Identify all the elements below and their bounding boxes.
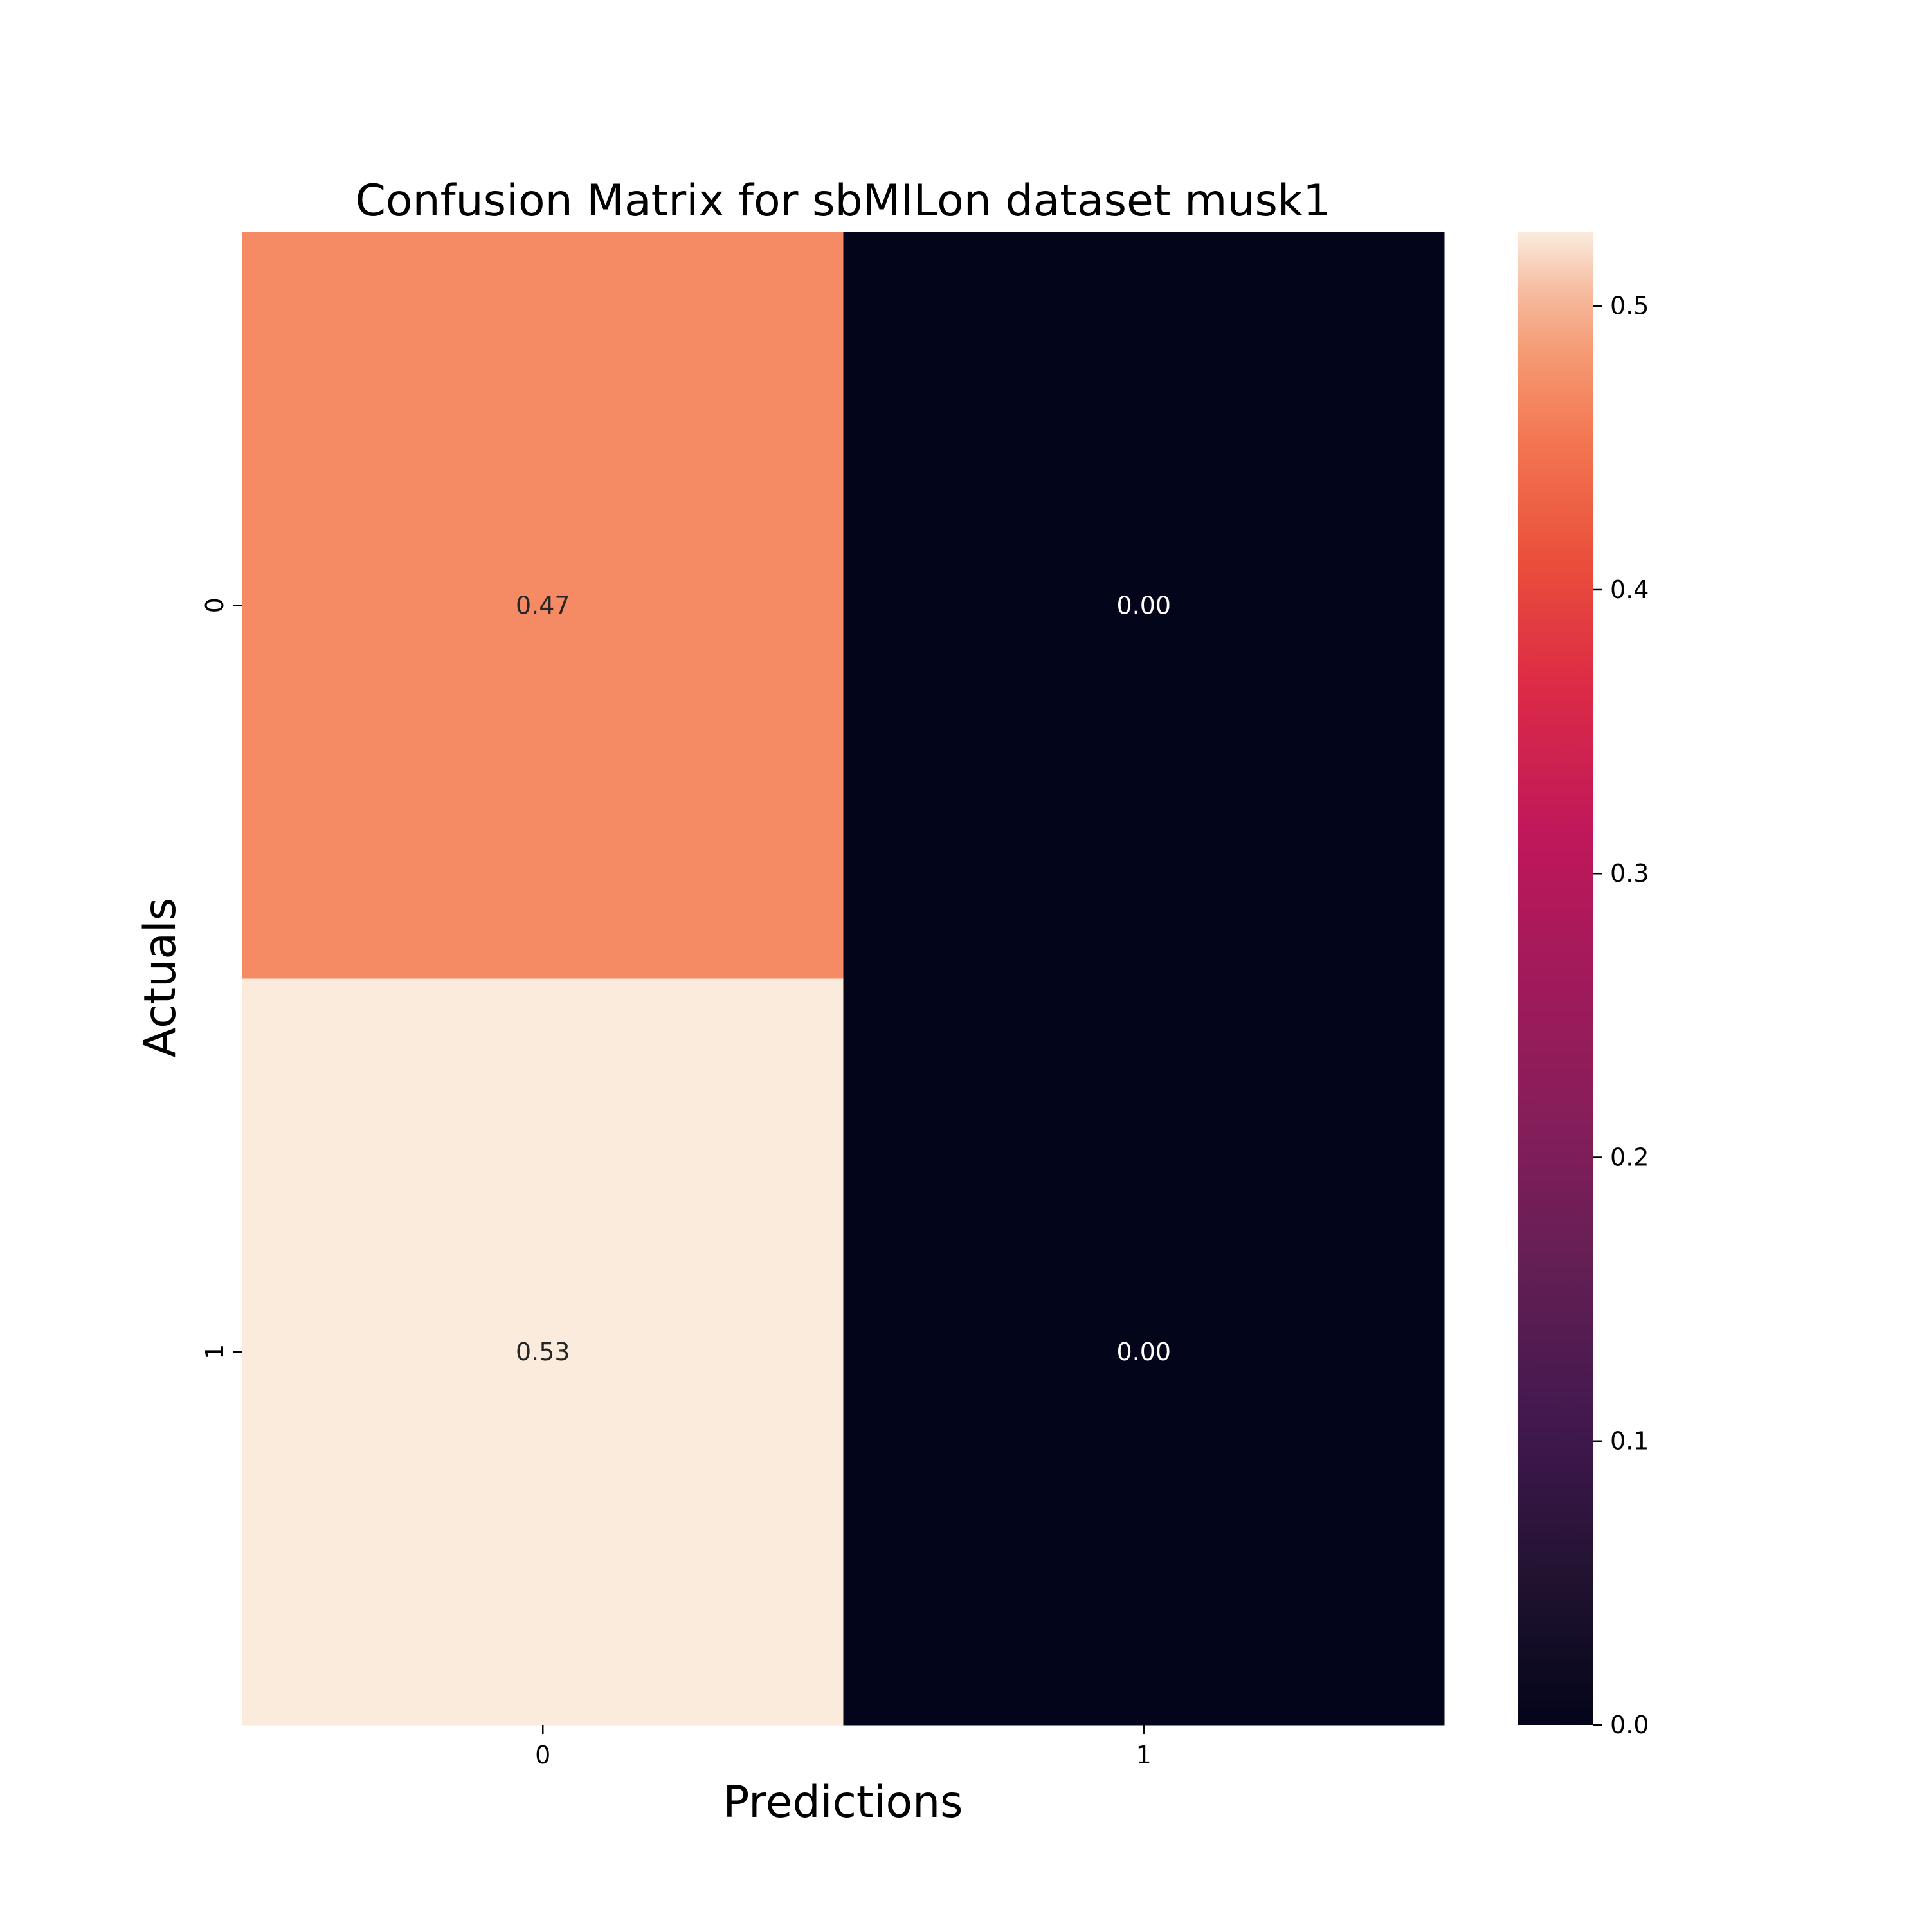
heatmap-cells: [242, 232, 1445, 1726]
cell-annotation-r1-c1: 0.00: [1116, 1338, 1171, 1366]
heatmap-cell-r1-c1: [843, 978, 1445, 1726]
heatmap-cell-r1-c0: [242, 978, 844, 1726]
y-tick-label-1: 1: [201, 1344, 229, 1360]
colorbar-tick-label-2: 0.2: [1610, 1143, 1649, 1171]
heatmap-cell-annotations: 0.47 0.00 0.53 0.00: [516, 591, 1171, 1366]
colorbar-tick-label-1: 0.1: [1610, 1427, 1649, 1455]
x-tick-label-1: 1: [1136, 1741, 1152, 1769]
colorbar-tick-label-0: 0.0: [1610, 1711, 1649, 1739]
cell-annotation-r0-c0: 0.47: [516, 591, 570, 619]
y-axis-ticks: 01: [201, 597, 242, 1360]
cell-annotation-r1-c0: 0.53: [516, 1338, 570, 1366]
chart-title: Confusion Matrix for sbMILon dataset mus…: [355, 176, 1330, 226]
cell-annotation-r0-c1: 0.00: [1116, 591, 1171, 619]
colorbar-ticks: 0.0 0.1 0.2 0.3 0.4 0.5: [1593, 292, 1649, 1739]
colorbar-tick-label-5: 0.5: [1610, 292, 1649, 320]
y-tick-label-0: 0: [201, 597, 229, 613]
x-axis-label: Predictions: [723, 1777, 963, 1828]
x-tick-label-0: 0: [535, 1741, 550, 1769]
colorbar-tick-label-4: 0.4: [1610, 576, 1649, 604]
colorbar-tick-label-3: 0.3: [1610, 859, 1649, 888]
y-axis-label: Actuals: [135, 898, 186, 1057]
heatmap-cell-r0-c1: [843, 232, 1445, 979]
heatmap-cell-r0-c0: [242, 232, 844, 979]
colorbar: [1518, 232, 1593, 1725]
